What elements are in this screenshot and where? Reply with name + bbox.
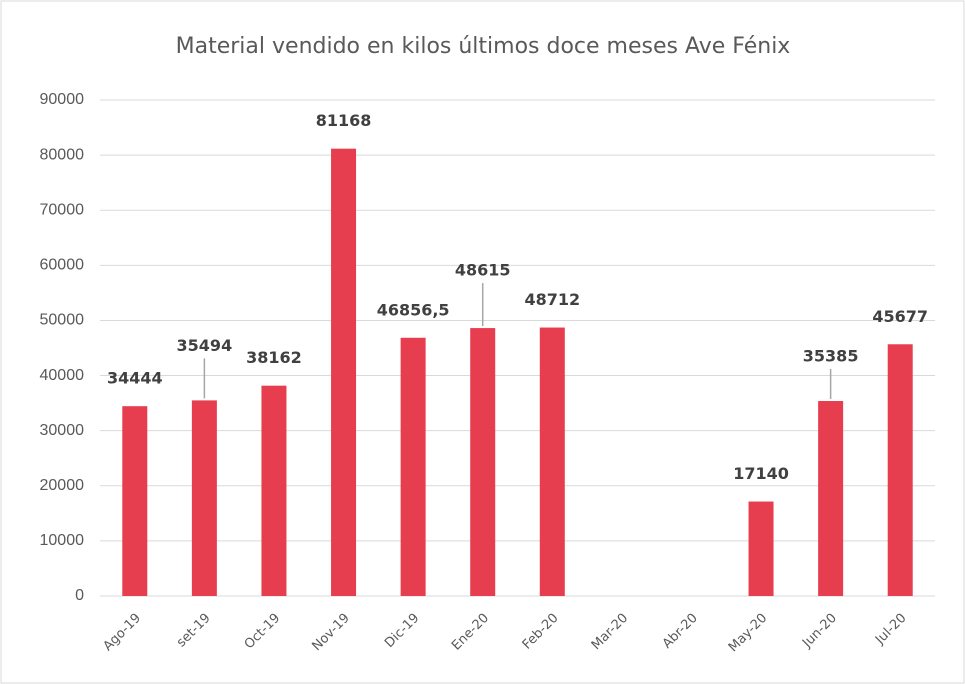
- y-tick-label: 90000: [40, 91, 85, 108]
- bar: [331, 148, 357, 596]
- data-label: 48615: [455, 261, 511, 280]
- data-label: 35494: [177, 336, 233, 355]
- data-label: 81168: [316, 111, 372, 130]
- y-tick-label: 50000: [40, 312, 85, 329]
- bar: [539, 327, 565, 596]
- data-label: 34444: [107, 369, 163, 388]
- data-label: 46856,5: [377, 300, 450, 319]
- y-tick-label: 10000: [40, 532, 85, 549]
- bar: [261, 385, 287, 596]
- data-label: 45677: [872, 307, 928, 326]
- bar: [470, 328, 496, 596]
- data-label: 35385: [803, 346, 859, 365]
- data-label: 38162: [246, 348, 302, 367]
- y-tick-label: 70000: [40, 201, 85, 218]
- data-label: 17140: [733, 464, 789, 483]
- bar: [400, 337, 426, 596]
- data-label: 48712: [524, 290, 580, 309]
- bar: [887, 344, 913, 596]
- y-tick-label: 60000: [40, 257, 85, 274]
- y-tick-label: 0: [75, 587, 84, 604]
- y-tick-label: 40000: [40, 367, 85, 384]
- y-tick-label: 20000: [40, 477, 85, 494]
- chart-title: Material vendido en kilos últimos doce m…: [176, 34, 791, 59]
- bar: [818, 400, 844, 596]
- y-tick-label: 30000: [40, 422, 85, 439]
- bar: [191, 400, 217, 596]
- bar: [122, 406, 148, 596]
- bar: [748, 501, 774, 596]
- y-tick-label: 80000: [40, 146, 85, 163]
